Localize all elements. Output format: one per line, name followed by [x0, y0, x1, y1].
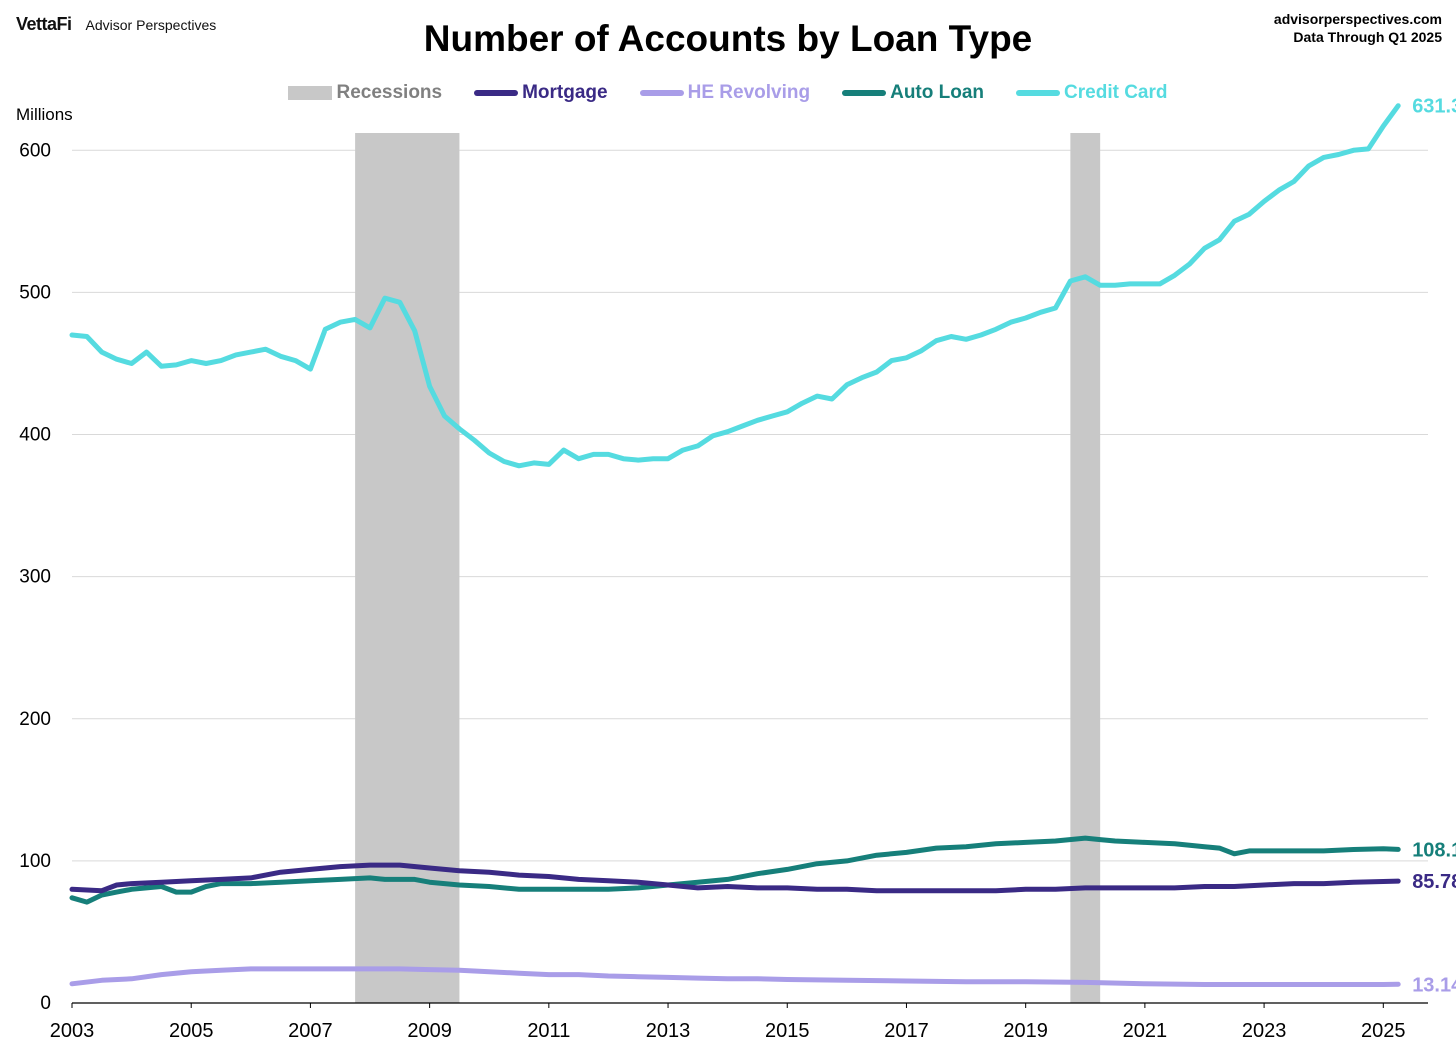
- brand-logo: VettaFi Advisor Perspectives: [16, 14, 216, 35]
- y-axis-label: Millions: [16, 105, 73, 124]
- x-tick-label: 2015: [765, 1020, 810, 1042]
- y-tick-label: 0: [40, 993, 51, 1014]
- end-label-auto-loan: 108.11: [1412, 839, 1456, 861]
- end-label-credit-card: 631.39: [1412, 96, 1456, 118]
- legend-swatch: [639, 90, 684, 96]
- legend-swatch: [288, 86, 333, 100]
- x-tick-label: 2025: [1361, 1020, 1406, 1042]
- x-tick-label: 2021: [1123, 1020, 1168, 1042]
- x-tick-label: 2003: [50, 1020, 95, 1042]
- legend-label: Recessions: [336, 82, 443, 103]
- x-tick-label: 2019: [1003, 1020, 1048, 1042]
- recession-band: [355, 133, 460, 1003]
- legend-swatch: [1016, 90, 1061, 96]
- x-tick-label: 2005: [169, 1020, 214, 1042]
- legend-swatch: [474, 90, 519, 96]
- legend-label: HE Revolving: [687, 82, 811, 103]
- y-tick-label: 500: [19, 282, 51, 303]
- legend-item-recessions: Recessions: [288, 82, 442, 104]
- y-tick-label: 400: [19, 425, 51, 446]
- legend-item-he-revolving: HE Revolving: [639, 82, 811, 104]
- x-tick-label: 2023: [1242, 1020, 1287, 1042]
- source-site: advisorperspectives.com: [1273, 11, 1442, 27]
- x-tick-label: 2007: [288, 1020, 333, 1042]
- legend-label: Auto Loan: [890, 82, 985, 103]
- end-label-he-revolving: 13.14: [1412, 974, 1456, 996]
- chart-legend: Recessions Mortgage HE Revolving Auto Lo…: [0, 82, 1456, 104]
- end-label-mortgage: 85.78: [1412, 871, 1456, 893]
- recession-band: [1070, 133, 1101, 1003]
- legend-item-auto-loan: Auto Loan: [842, 82, 984, 104]
- series-line-mortgage: [69, 862, 1401, 894]
- y-tick-label: 200: [19, 709, 51, 730]
- y-tick-label: 300: [19, 567, 51, 588]
- legend-swatch: [842, 90, 887, 96]
- legend-label: Credit Card: [1064, 82, 1168, 103]
- legend-label: Mortgage: [522, 82, 608, 103]
- x-tick-label: 2011: [527, 1020, 570, 1042]
- data-through: Data Through Q1 2025: [1293, 29, 1442, 45]
- x-tick-label: 2017: [884, 1020, 929, 1042]
- x-tick-label: 2009: [407, 1020, 452, 1042]
- y-tick-label: 600: [19, 140, 51, 161]
- source-note: advisorperspectives.com Data Through Q1 …: [1274, 10, 1442, 46]
- series-line-credit-card: [69, 103, 1401, 469]
- logo-sub-text: Advisor Perspectives: [85, 17, 217, 33]
- series-line-auto-loan: [69, 835, 1401, 905]
- legend-item-mortgage: Mortgage: [474, 82, 608, 104]
- legend-item-credit-card: Credit Card: [1016, 82, 1168, 104]
- y-tick-label: 100: [19, 851, 51, 872]
- x-tick-label: 2013: [646, 1020, 691, 1042]
- logo-main-text: VettaFi: [16, 14, 72, 34]
- series-line-he-revolving: [69, 966, 1401, 987]
- chart-title: Number of Accounts by Loan Type: [423, 18, 1033, 59]
